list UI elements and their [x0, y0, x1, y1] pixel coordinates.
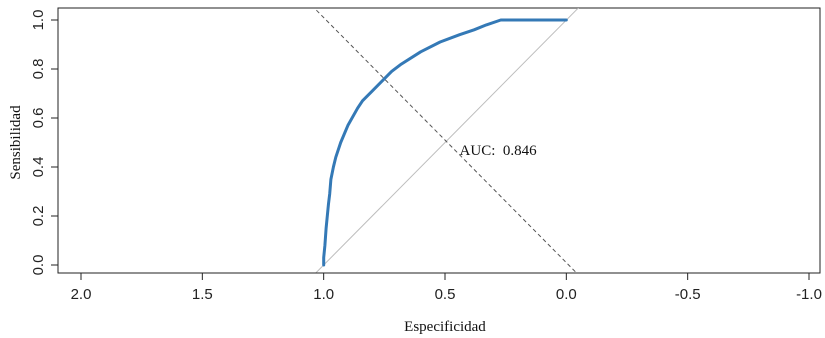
y-axis: 0.0 0.2 0.4 0.6 0.8 1.0 — [30, 10, 59, 276]
auc-annotation: AUC: 0.846 — [460, 143, 538, 159]
roc-curve-line — [322, 18, 568, 267]
x-tick-label: 0.0 — [556, 286, 577, 303]
y-tick-label: 0.6 — [30, 108, 47, 129]
x-tick-label: 0.5 — [435, 286, 456, 303]
plot-border — [57, 7, 821, 274]
x-tick-label: -1.0 — [796, 286, 822, 303]
x-tick-label: 2.0 — [71, 286, 92, 303]
y-axis-title: Sensibilidad — [8, 105, 24, 180]
x-tick-label: 1.5 — [192, 286, 213, 303]
y-tick-label: 0.2 — [30, 206, 47, 227]
reference-line-dashed — [316, 9, 577, 273]
x-axis: 2.0 1.5 1.0 0.5 0.0 -0.5 -1.0 — [71, 272, 822, 303]
y-tick-label: 0.8 — [30, 59, 47, 80]
plot-area — [57, 7, 821, 274]
x-axis-title: Especificidad — [404, 319, 486, 335]
x-tick-label: 1.0 — [313, 286, 334, 303]
reference-lines — [315, 8, 579, 273]
y-tick-label: 1.0 — [30, 10, 47, 31]
x-tick-label: -0.5 — [675, 286, 701, 303]
annotations: AUC: 0.846 — [460, 143, 538, 159]
y-tick-label: 0.0 — [30, 255, 47, 276]
y-tick-label: 0.4 — [30, 157, 47, 178]
roc-curves — [322, 18, 568, 267]
reference-line-diagonal — [315, 8, 579, 273]
